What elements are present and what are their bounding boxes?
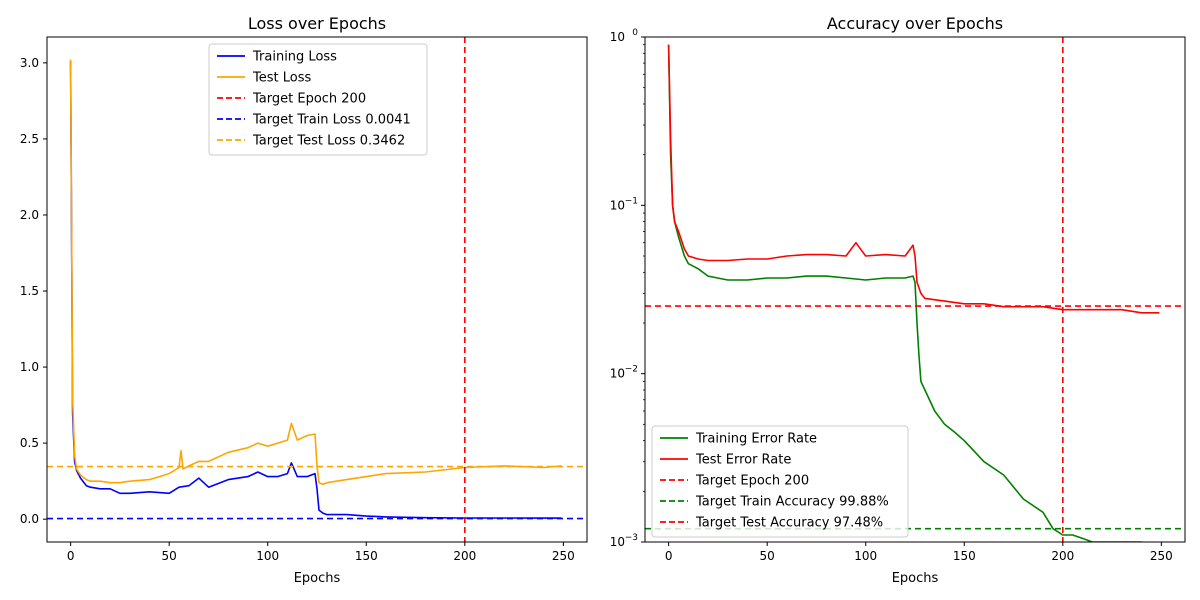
loss-legend-box — [208, 43, 428, 156]
loss-chart-legend: Training Loss Test Loss Target Epoch 200 Ta… — [208, 43, 428, 156]
accuracy-ytick-label: 10 — [610, 367, 625, 381]
loss-ytick-label: 0.5 — [20, 436, 39, 450]
loss-legend-label: Target Epoch 200 — [252, 92, 366, 107]
accuracy-series-line-0 — [667, 44, 1142, 542]
loss-xtick-label: 250 — [552, 549, 575, 563]
accuracy-ytick-exponent: 0 — [632, 28, 638, 38]
accuracy-xtick-label: 50 — [760, 549, 775, 563]
accuracy-chart-legend: Training Error Rate Test Error Rate Target… — [651, 425, 909, 538]
accuracy-xtick-label: 150 — [953, 549, 976, 563]
loss-chart-title: Loss over Epochs — [248, 14, 386, 33]
loss-legend-label: Target Test Loss 0.3462 — [252, 134, 405, 149]
accuracy-ytick-exponent: −2 — [625, 365, 638, 375]
accuracy-ytick-label: 10 — [610, 198, 625, 212]
loss-xtick-label: 200 — [453, 549, 476, 563]
accuracy-xtick-label: 100 — [854, 549, 877, 563]
accuracy-xtick-label: 0 — [665, 549, 673, 563]
loss-chart-xlabel: Epochs — [294, 571, 341, 586]
accuracy-xtick-label: 250 — [1150, 549, 1173, 563]
loss-chart-frame — [46, 36, 588, 543]
accuracy-legend-box — [651, 425, 909, 538]
accuracy-legend-label: Target Train Accuracy 99.88% — [695, 495, 889, 510]
accuracy-ytick-label: 10 — [610, 30, 625, 44]
loss-xtick-label: 100 — [256, 549, 279, 563]
accuracy-legend-label: Test Error Rate — [695, 453, 791, 468]
accuracy-legend-label: Target Epoch 200 — [695, 474, 809, 489]
loss-ytick-label: 0.0 — [20, 512, 39, 526]
accuracy-ytick-label: 10 — [610, 535, 625, 549]
loss-ytick-label: 1.5 — [20, 284, 39, 298]
accuracy-ytick-exponent: −3 — [625, 533, 638, 543]
loss-chart: Loss over Epochs 0 50 100 150 200 250 0.0 0.5 1.… — [20, 14, 588, 586]
accuracy-chart-xlabel: Epochs — [892, 571, 939, 586]
accuracy-legend-label: Target Test Accuracy 97.48% — [695, 516, 883, 531]
loss-ytick-label: 1.0 — [20, 360, 39, 374]
loss-series-line-1 — [69, 59, 562, 486]
loss-xtick-label: 0 — [67, 549, 75, 563]
loss-ytick-label: 2.0 — [20, 208, 39, 222]
loss-xtick-label: 150 — [355, 549, 378, 563]
loss-ytick-label: 2.5 — [20, 132, 39, 146]
accuracy-legend-label: Training Error Rate — [695, 432, 817, 447]
accuracy-chart-title: Accuracy over Epochs — [827, 14, 1003, 33]
accuracy-series-line-1 — [667, 44, 1160, 314]
loss-legend-label: Training Loss — [252, 50, 337, 65]
loss-series-line-0 — [69, 61, 562, 519]
loss-ytick-label: 3.0 — [20, 56, 39, 70]
loss-xtick-label: 50 — [162, 549, 177, 563]
loss-legend-label: Test Loss — [252, 71, 311, 86]
accuracy-chart-frame — [644, 36, 1186, 543]
accuracy-ytick-exponent: −1 — [625, 196, 638, 206]
accuracy-xtick-label: 200 — [1051, 549, 1074, 563]
loss-legend-label: Target Train Loss 0.0041 — [252, 113, 411, 128]
